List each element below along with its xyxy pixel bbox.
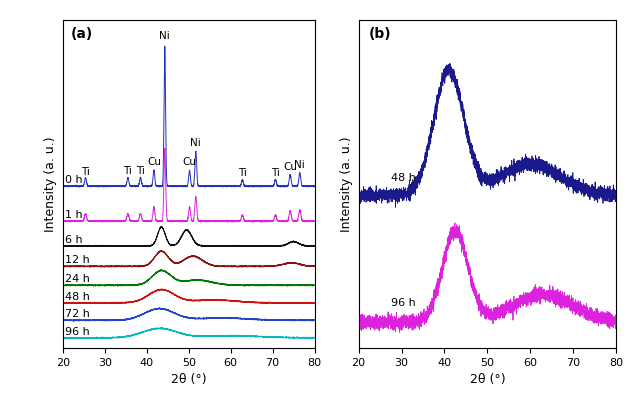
Text: 72 h: 72 h (65, 309, 90, 319)
Text: (b): (b) (369, 26, 391, 40)
Text: Ti: Ti (238, 168, 247, 178)
Text: 96 h: 96 h (65, 327, 90, 337)
Text: Cu: Cu (283, 162, 297, 172)
Text: Ni: Ni (191, 138, 201, 148)
Y-axis label: Intensity (a. u.): Intensity (a. u.) (340, 136, 353, 232)
Text: 24 h: 24 h (65, 274, 90, 284)
Text: Ti: Ti (136, 166, 145, 176)
Text: 1 h: 1 h (65, 210, 82, 220)
Y-axis label: Intensity (a. u.): Intensity (a. u.) (44, 136, 57, 232)
Text: 6 h: 6 h (65, 235, 82, 245)
X-axis label: 2θ (°): 2θ (°) (470, 373, 505, 386)
Text: Ti: Ti (81, 167, 90, 177)
Text: 48 h: 48 h (391, 173, 416, 183)
Text: Cu: Cu (147, 157, 161, 167)
Text: Ni: Ni (159, 31, 170, 41)
Text: Ti: Ti (271, 168, 280, 178)
Text: Ti: Ti (123, 166, 132, 176)
Text: (a): (a) (70, 26, 92, 40)
Text: 48 h: 48 h (65, 292, 90, 302)
X-axis label: 2θ (°): 2θ (°) (171, 373, 206, 386)
Text: Cu: Cu (182, 157, 196, 167)
Text: 12 h: 12 h (65, 255, 90, 265)
Text: 96 h: 96 h (391, 298, 416, 308)
Text: 0 h: 0 h (65, 175, 82, 185)
Text: Ni: Ni (294, 160, 305, 170)
